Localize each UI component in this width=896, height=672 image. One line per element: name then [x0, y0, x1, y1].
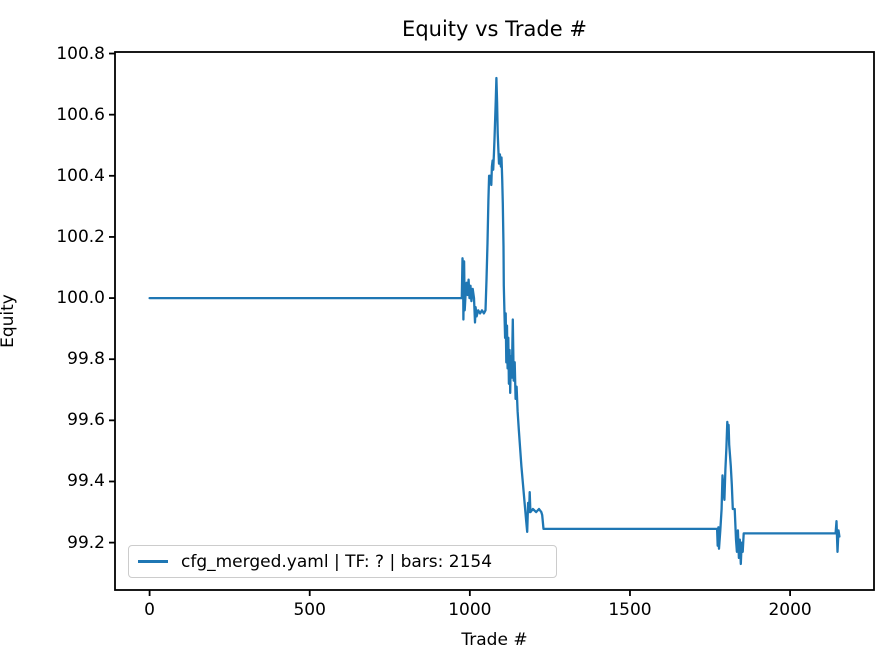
y-tick-label: 100.4 [56, 165, 105, 186]
y-axis-label: Equity [0, 294, 18, 348]
x-tick-label: 500 [293, 600, 326, 620]
y-tick-label: 99.6 [67, 410, 105, 431]
equity-line [148, 76, 841, 566]
y-tick-label: 100.8 [56, 43, 105, 64]
y-tick-label: 99.4 [67, 471, 105, 492]
legend-line-swatch [138, 560, 168, 563]
y-tick-label: 99.2 [67, 532, 105, 553]
axes-spines [114, 51, 875, 591]
legend: cfg_merged.yaml | TF: ? | bars: 2154 [128, 545, 557, 578]
x-tick-label: 1500 [608, 600, 652, 620]
x-tick-label: 2000 [768, 600, 812, 620]
y-tick-label: 100.2 [56, 226, 105, 247]
x-axis-label: Trade # [461, 630, 528, 650]
legend-label: cfg_merged.yaml | TF: ? | bars: 2154 [181, 551, 493, 572]
y-tick-label: 99.8 [67, 349, 105, 370]
chart-title: Equity vs Trade # [402, 17, 587, 41]
y-tick-label: 100.0 [56, 288, 105, 309]
x-tick-label: 1000 [448, 600, 492, 620]
y-tick-label: 100.6 [56, 104, 105, 125]
x-tick-label: 0 [144, 600, 155, 620]
